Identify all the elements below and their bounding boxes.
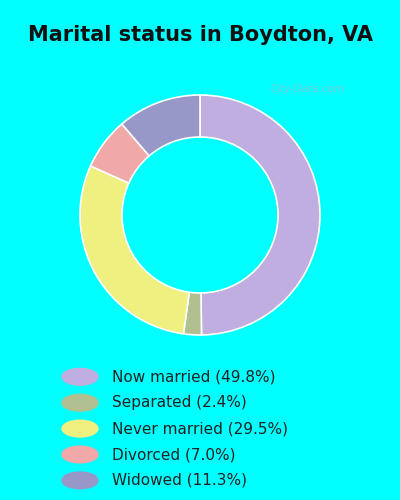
Text: Marital status in Boydton, VA: Marital status in Boydton, VA — [28, 25, 372, 45]
Wedge shape — [184, 292, 202, 335]
Ellipse shape — [62, 446, 98, 463]
Text: Separated (2.4%): Separated (2.4%) — [112, 395, 247, 410]
Text: Now married (49.8%): Now married (49.8%) — [112, 370, 276, 384]
Wedge shape — [90, 124, 149, 183]
Ellipse shape — [62, 368, 98, 385]
Text: Divorced (7.0%): Divorced (7.0%) — [112, 447, 236, 462]
Wedge shape — [122, 95, 200, 156]
Text: Widowed (11.3%): Widowed (11.3%) — [112, 473, 247, 488]
Text: City-Data.com: City-Data.com — [270, 84, 344, 94]
Text: Never married (29.5%): Never married (29.5%) — [112, 421, 288, 436]
Ellipse shape — [62, 420, 98, 437]
Ellipse shape — [62, 472, 98, 489]
Ellipse shape — [62, 394, 98, 411]
Wedge shape — [80, 166, 189, 334]
Wedge shape — [200, 95, 320, 335]
